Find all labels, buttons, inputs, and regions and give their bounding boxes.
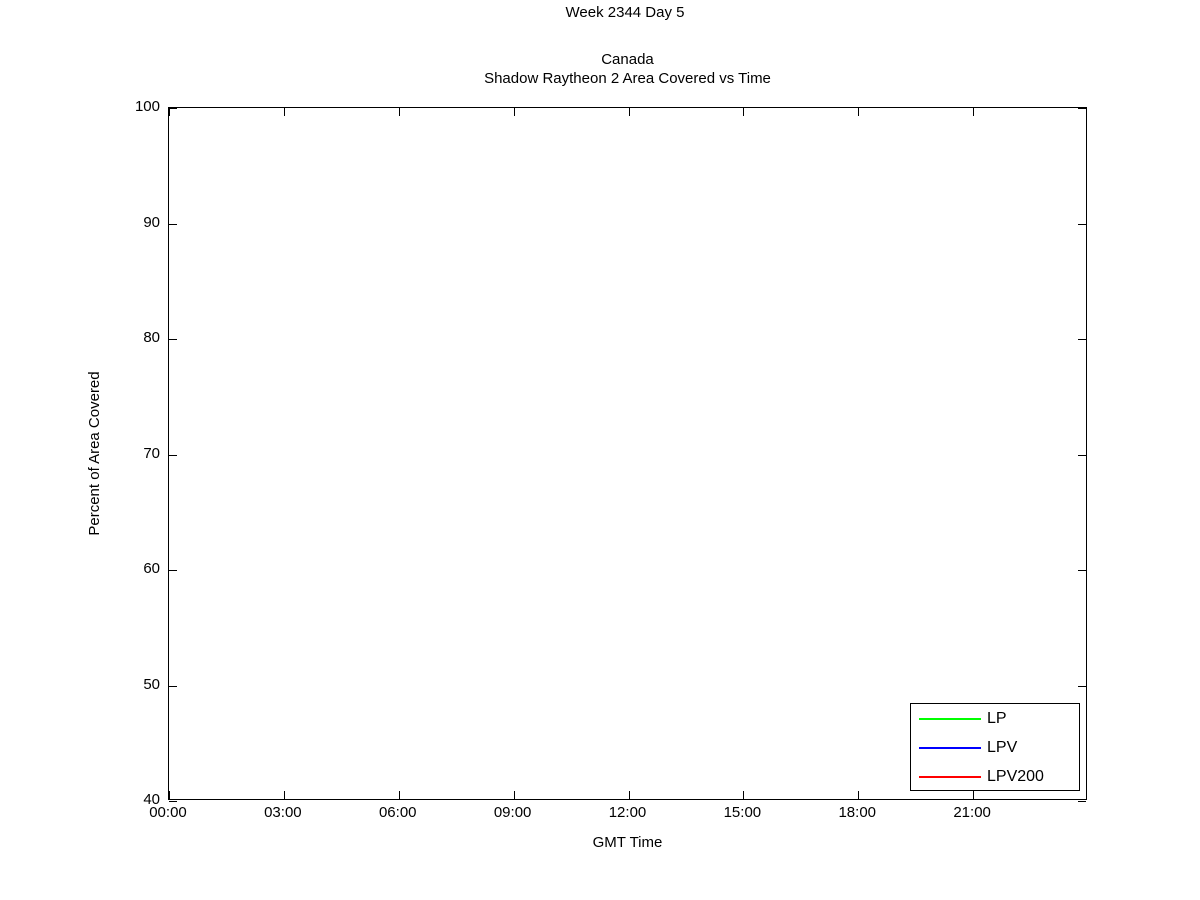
x-tick-mark (169, 791, 170, 799)
x-tick-mark (743, 791, 745, 799)
legend-entry-lpv[interactable]: LPV (911, 733, 1079, 762)
legend-line-swatch-lpv200 (919, 775, 981, 778)
axes-title-line-country: Canada (601, 51, 654, 68)
y-tick-mark-right (1078, 108, 1086, 109)
data-series-canvas (169, 108, 1088, 801)
x-tick-mark-top (858, 108, 860, 116)
y-tick-mark (169, 454, 177, 456)
legend-line-swatch-lp (919, 717, 981, 720)
y-tick-mark (169, 801, 177, 802)
x-tick-mark-top (283, 108, 285, 116)
y-tick-label: 100 (134, 98, 160, 115)
y-tick-mark (169, 685, 177, 687)
x-tick-label: 18:00 (838, 804, 877, 821)
legend[interactable]: LP LPV LPV200 (910, 703, 1080, 791)
y-tick-mark (169, 570, 177, 571)
y-axis-label: Percent of Area Covered (86, 371, 103, 536)
axes-title-line-description: Shadow Raytheon 2 Area Covered vs Time (484, 70, 771, 87)
x-tick-mark-top (973, 108, 975, 116)
figure-title: Week 2344 Day 5 (565, 4, 685, 21)
plot-area (168, 107, 1088, 802)
y-tick-mark-right (1078, 685, 1086, 687)
legend-entry-lp[interactable]: LP (911, 704, 1079, 733)
x-tick-mark-top (743, 108, 745, 116)
y-tick-mark-right (1078, 801, 1086, 802)
x-tick-label: 15:00 (723, 804, 762, 821)
x-tick-mark (628, 791, 630, 799)
axes-title: Canada Shadow Raytheon 2 Area Covered vs… (168, 50, 1087, 88)
legend-entry-lpv200[interactable]: LPV200 (911, 762, 1079, 791)
legend-label-lpv: LPV (987, 738, 1018, 756)
x-tick-mark-top (513, 108, 515, 116)
x-tick-label: 09:00 (493, 804, 532, 821)
y-tick-mark (169, 223, 177, 225)
x-tick-mark (398, 791, 400, 799)
x-tick-mark (513, 791, 515, 799)
y-tick-mark (169, 339, 177, 340)
x-tick-mark (858, 791, 860, 799)
y-tick-label: 40 (143, 791, 160, 808)
y-tick-label: 80 (143, 329, 160, 346)
x-tick-mark-top (628, 108, 630, 116)
y-tick-label: 70 (143, 444, 160, 462)
x-tick-mark-top (398, 108, 400, 116)
y-tick-mark-right (1078, 454, 1086, 456)
x-tick-label: 00:00 (149, 804, 187, 821)
y-tick-mark-right (1078, 339, 1086, 340)
y-tick-label: 50 (143, 675, 160, 693)
y-tick-mark-right (1078, 570, 1086, 571)
y-tick-mark (169, 108, 177, 109)
y-tick-label: 90 (143, 213, 160, 231)
x-tick-mark (283, 791, 285, 799)
x-axis-label: GMT Time (592, 834, 663, 851)
y-tick-mark-right (1078, 223, 1086, 225)
x-tick-label: 21:00 (953, 804, 991, 821)
x-tick-mark (973, 791, 975, 799)
legend-label-lp: LP (987, 709, 1007, 727)
x-tick-label: 03:00 (264, 804, 302, 821)
x-tick-label: 12:00 (608, 804, 647, 821)
x-tick-mark-top (169, 108, 170, 116)
legend-label-lpv200: LPV200 (987, 767, 1044, 785)
x-tick-label: 06:00 (378, 804, 417, 821)
legend-line-swatch-lpv (919, 746, 981, 749)
y-tick-label: 60 (143, 560, 160, 577)
